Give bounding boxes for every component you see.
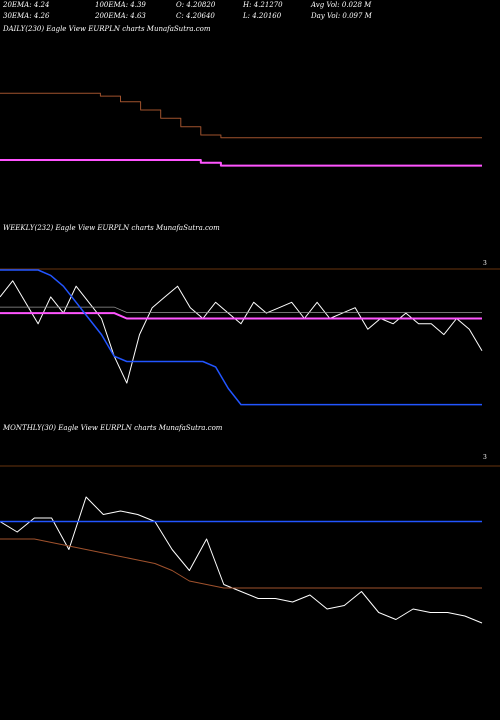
weekly-gray-ema-line [0,306,482,313]
header-avg-vol: Avg Vol: 0.028 M [311,1,372,9]
weekly-magenta-ema-line [0,312,482,320]
daily-brown-ema-line [0,92,482,139]
header-ema200: 200EMA: 4.63 [95,12,146,20]
daily-panel-title: DAILY(230) Eagle View EURPLN charts Muna… [3,25,211,33]
header-low: L: 4.20160 [243,12,282,20]
header-ema100: 100EMA: 4.39 [95,1,146,9]
monthly-price-line [0,496,483,624]
weekly-price-line [0,280,483,384]
header-open: O: 4.20820 [176,1,216,9]
header-high: H: 4.21270 [243,1,283,9]
monthly-brown-ema-line [0,538,482,589]
monthly-panel-title: MONTHLY(30) Eagle View EURPLN charts Mun… [3,424,223,432]
daily-magenta-ema-line [0,159,482,167]
header-ema30: 30EMA: 4.26 [3,12,50,20]
weekly-panel-title: WEEKLY(232) Eagle View EURPLN charts Mun… [3,224,220,232]
header-day-vol: Day Vol: 0.097 M [311,12,372,20]
weekly-blue-ema-line [0,269,482,406]
monthly-right-tick: 3 [483,454,487,461]
weekly-right-tick: 3 [483,260,487,267]
header-close: C: 4.20640 [176,12,215,20]
header-ema20: 20EMA: 4.24 [3,1,50,9]
